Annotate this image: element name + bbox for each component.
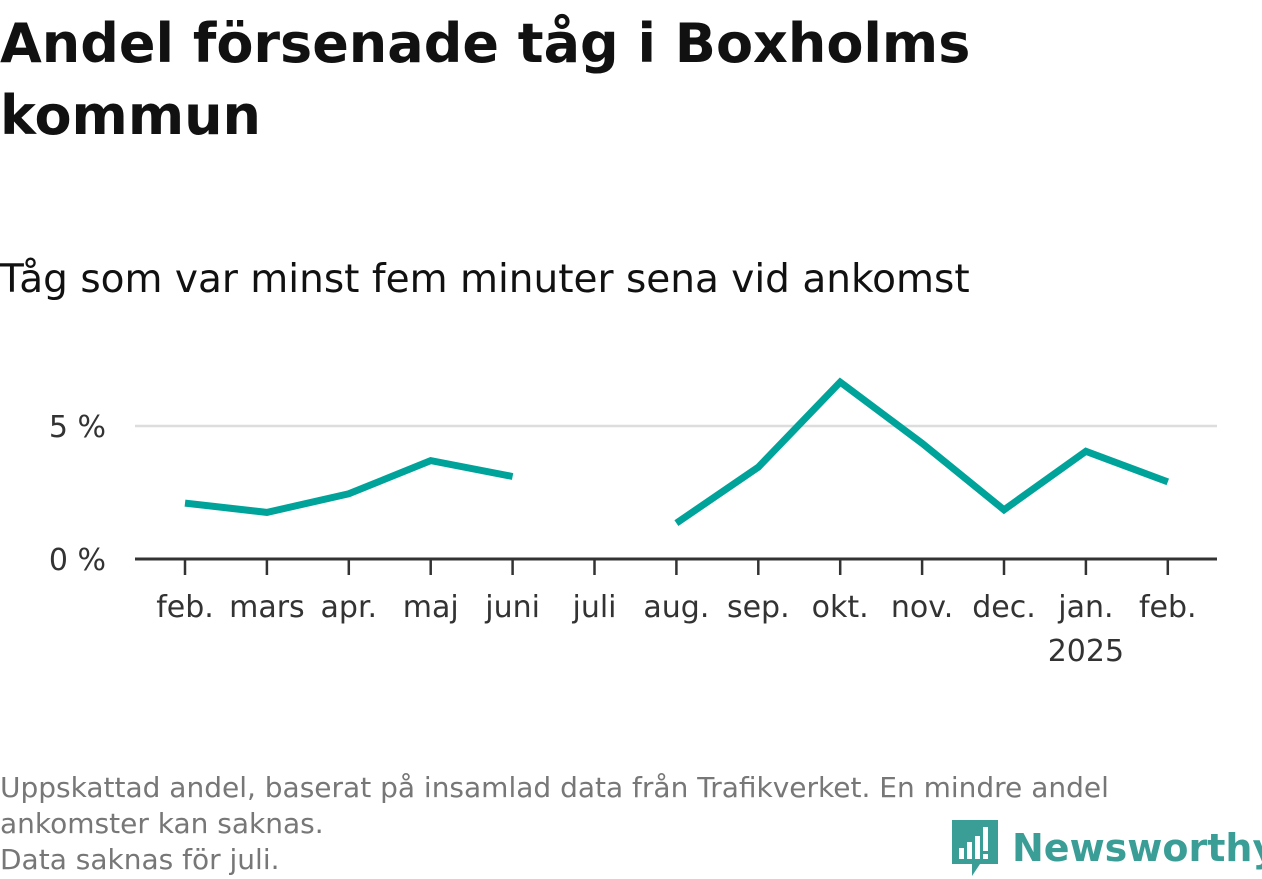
- footer-missing-note: Data saknas för juli.: [0, 843, 280, 876]
- chart-title: Andel försenade tåg i Boxholms kommun: [0, 12, 971, 147]
- x-tick-label: juli: [571, 590, 616, 625]
- data-lines: [184, 377, 1170, 526]
- x-tick-label: sep.: [727, 590, 790, 625]
- newsworthy-logo: Newsworthy: [950, 818, 1262, 878]
- x-tick-label: aug.: [643, 590, 709, 625]
- x-axis: [135, 557, 1217, 575]
- y-tick-labels: 0 % 5 %: [49, 410, 106, 578]
- x-tick-label: dec.: [972, 590, 1036, 625]
- line-chart: 0 % 5 % feb. mars apr. maj juni juli aug. sep. ok…: [49, 377, 1217, 669]
- x-tick-label: feb.: [1139, 590, 1197, 625]
- chart-subtitle: Tåg som var minst fem minuter sena vid a…: [0, 257, 970, 302]
- x-tick-labels: feb. mars apr. maj juni juli aug. sep. okt. nov. d…: [156, 590, 1196, 669]
- x-tick-label: jan.: [1057, 590, 1113, 625]
- y-tick-label: 5 %: [49, 410, 106, 445]
- x-tick-label: juni: [484, 590, 540, 625]
- x-tick-sublabel: 2025: [1048, 634, 1124, 669]
- x-tick-label: apr.: [321, 590, 378, 625]
- y-tick-label: 0 %: [49, 543, 106, 578]
- x-tick-label: nov.: [891, 590, 953, 625]
- x-tick-label: maj: [403, 590, 459, 625]
- x-tick-label: okt.: [812, 590, 869, 625]
- x-tick-label: mars: [229, 590, 305, 625]
- series-line-segment: [184, 456, 514, 516]
- x-tick-label: feb.: [156, 590, 214, 625]
- newsworthy-logo-icon: [952, 820, 998, 876]
- footer-notes: Uppskattad andel, baserat på insamlad da…: [0, 770, 1250, 878]
- logo-text: Newsworthy: [1012, 826, 1262, 870]
- series-line-segment: [674, 377, 1170, 526]
- footer-source-note: Uppskattad andel, baserat på insamlad da…: [0, 771, 1109, 840]
